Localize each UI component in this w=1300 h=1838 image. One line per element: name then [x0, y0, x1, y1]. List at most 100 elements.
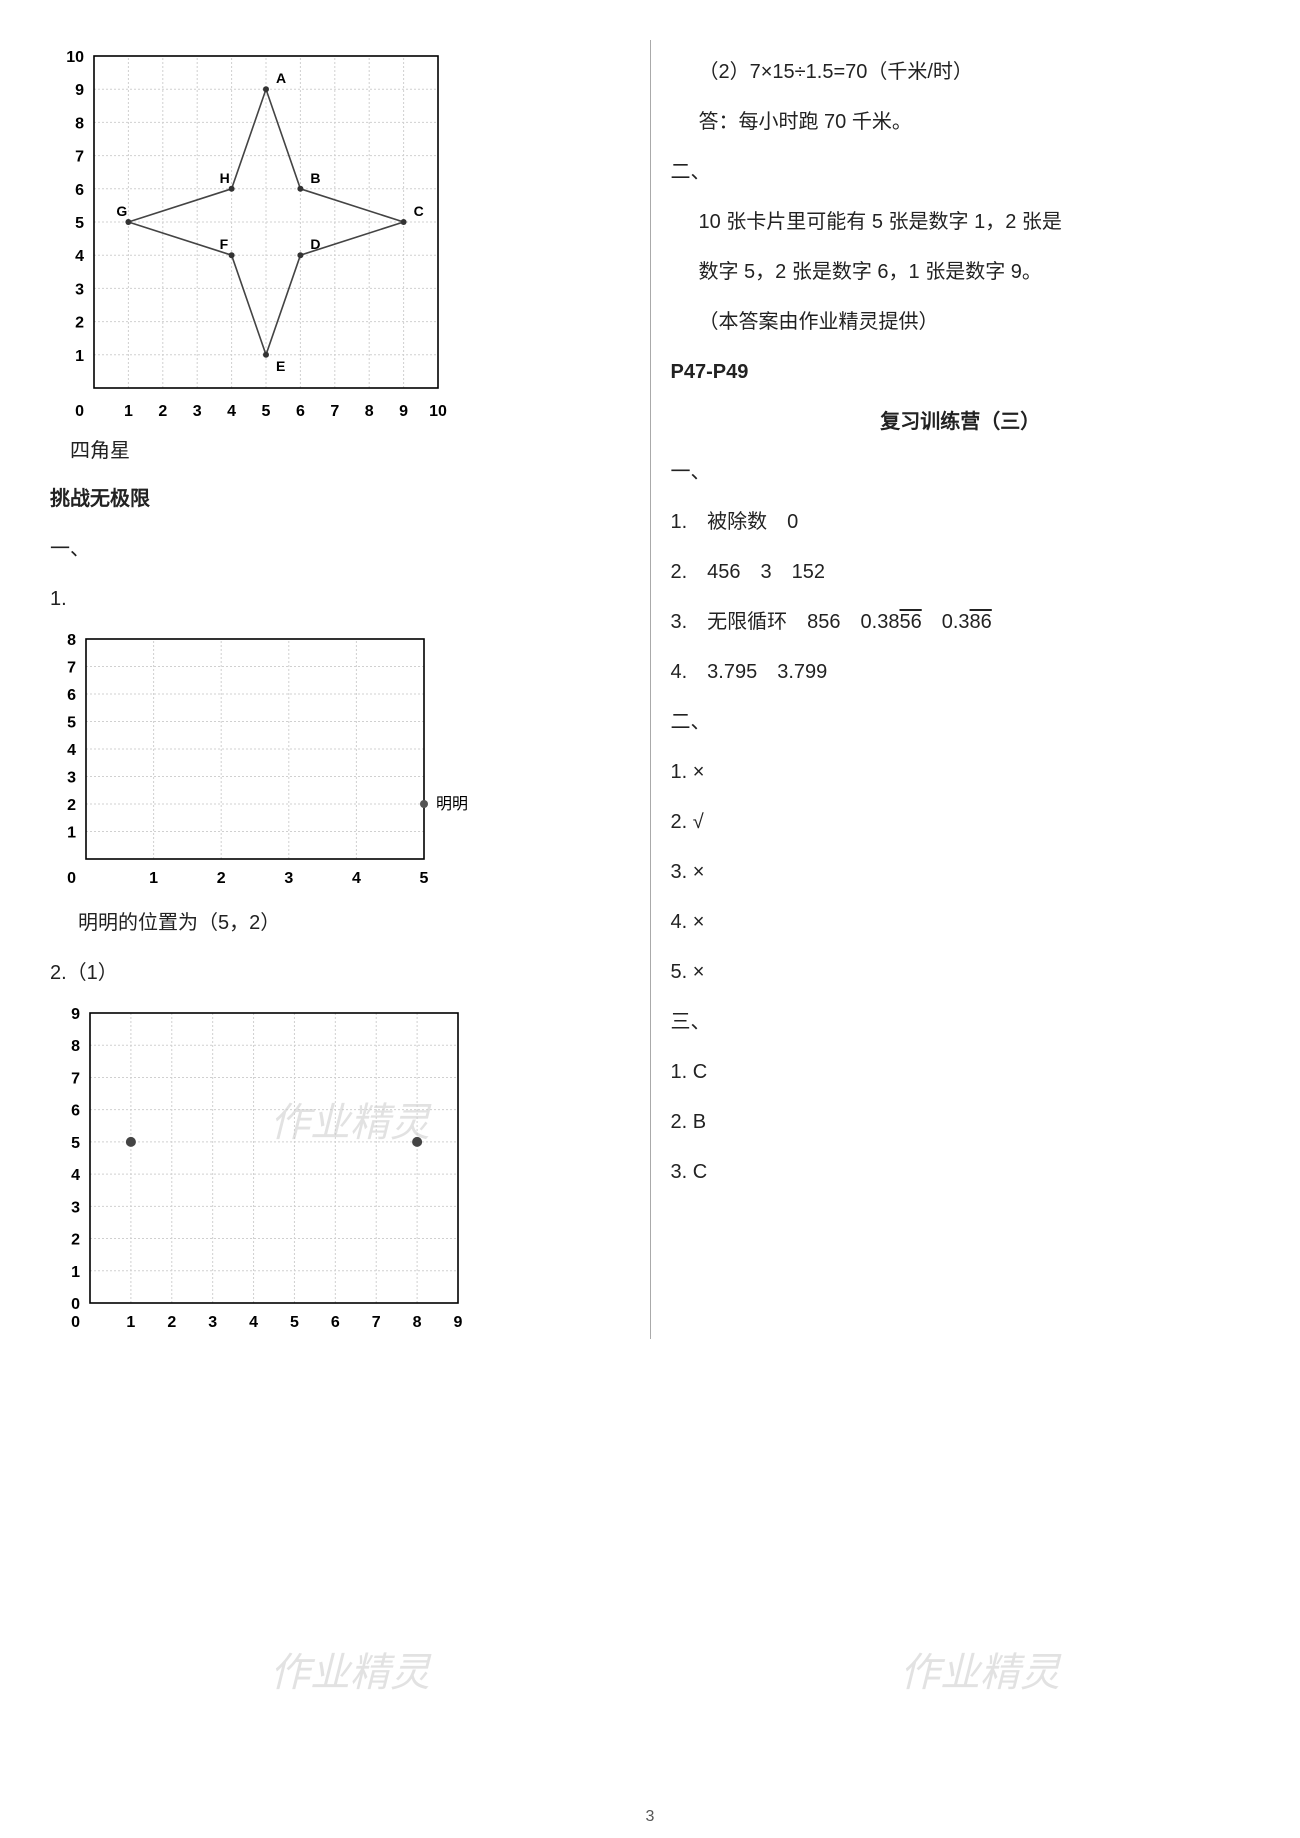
- section-one: 一、: [50, 531, 630, 567]
- chart-star: 12345678910123456789100ABCDEFGH: [50, 44, 630, 424]
- r3-item1: 1. C: [671, 1054, 1251, 1090]
- svg-text:4: 4: [227, 403, 236, 420]
- r2-item3: 3. ×: [671, 854, 1251, 890]
- svg-text:G: G: [116, 203, 127, 219]
- svg-text:5: 5: [290, 1314, 299, 1331]
- svg-text:B: B: [310, 170, 320, 186]
- review-title: 复习训练营（三）: [671, 404, 1251, 440]
- chart-mingming: 1 2 3 4 5 1 2 3 4 5 6 7 8 0 明明: [50, 631, 630, 891]
- svg-text:3: 3: [193, 403, 202, 420]
- svg-text:10: 10: [66, 49, 84, 66]
- svg-text:D: D: [310, 236, 320, 252]
- cards-line2: 数字 5，2 张是数字 6，1 张是数字 9。: [671, 254, 1251, 290]
- svg-text:6: 6: [75, 182, 84, 199]
- answer-2-text: 答：每小时跑 70 千米。: [671, 104, 1251, 140]
- svg-text:1: 1: [149, 870, 158, 887]
- svg-text:3: 3: [71, 1199, 80, 1216]
- svg-text:0: 0: [71, 1296, 80, 1313]
- svg-text:6: 6: [331, 1314, 340, 1331]
- svg-text:5: 5: [71, 1135, 80, 1152]
- watermark-2: 作业精灵: [270, 1640, 430, 1698]
- r-section-2: 二、: [671, 704, 1251, 740]
- svg-text:9: 9: [454, 1314, 463, 1331]
- svg-text:8: 8: [413, 1314, 422, 1331]
- svg-text:8: 8: [75, 115, 84, 132]
- page-number: 3: [646, 1808, 655, 1826]
- svg-text:2: 2: [167, 1314, 176, 1331]
- page-ref: P47-P49: [671, 354, 1251, 390]
- svg-text:1: 1: [126, 1314, 135, 1331]
- svg-text:2: 2: [67, 797, 76, 814]
- svg-text:明明: 明明: [436, 796, 468, 813]
- cards-line1: 10 张卡片里可能有 5 张是数字 1，2 张是: [671, 204, 1251, 240]
- svg-text:4: 4: [75, 248, 84, 265]
- svg-text:8: 8: [365, 403, 374, 420]
- svg-text:6: 6: [67, 687, 76, 704]
- svg-text:A: A: [276, 70, 286, 86]
- svg-text:1: 1: [124, 403, 133, 420]
- r-section-1: 一、: [671, 454, 1251, 490]
- section-two: 二、: [671, 154, 1251, 190]
- svg-text:C: C: [414, 203, 424, 219]
- svg-text:4: 4: [67, 742, 76, 759]
- svg-text:1: 1: [75, 348, 84, 365]
- svg-text:E: E: [276, 358, 285, 374]
- chart-two-dots: 12345678901234567890: [50, 1005, 630, 1335]
- svg-text:3: 3: [67, 770, 76, 787]
- svg-text:1: 1: [67, 825, 76, 842]
- svg-text:4: 4: [352, 870, 361, 887]
- r1-3-b: 56: [899, 611, 921, 633]
- svg-text:9: 9: [399, 403, 408, 420]
- r1-3-a: 3. 无限循环 856 0.38: [671, 611, 900, 633]
- svg-text:6: 6: [71, 1103, 80, 1120]
- r1-3-c: 0.3: [922, 611, 970, 633]
- r1-item3: 3. 无限循环 856 0.3856 0.386: [671, 604, 1251, 640]
- r1-item2: 2. 456 3 152: [671, 554, 1251, 590]
- r2-item1: 1. ×: [671, 754, 1251, 790]
- svg-text:3: 3: [75, 281, 84, 298]
- svg-text:4: 4: [249, 1314, 258, 1331]
- answer-2-calc: （2）7×15÷1.5=70（千米/时）: [671, 54, 1251, 90]
- svg-text:2: 2: [217, 870, 226, 887]
- svg-text:5: 5: [67, 715, 76, 732]
- r1-item4: 4. 3.795 3.799: [671, 654, 1251, 690]
- svg-text:0: 0: [75, 403, 84, 420]
- caption-mingming: 明明的位置为（5，2）: [50, 905, 630, 941]
- svg-text:3: 3: [284, 870, 293, 887]
- svg-text:4: 4: [71, 1167, 80, 1184]
- r-section-3: 三、: [671, 1004, 1251, 1040]
- svg-text:9: 9: [71, 1006, 80, 1023]
- r3-item3: 3. C: [671, 1154, 1251, 1190]
- r1-3-d: 86: [970, 611, 992, 633]
- heading-challenge: 挑战无极限: [50, 481, 630, 517]
- svg-text:7: 7: [71, 1070, 80, 1087]
- watermark-3: 作业精灵: [900, 1640, 1060, 1698]
- svg-text:3: 3: [208, 1314, 217, 1331]
- svg-text:2: 2: [75, 315, 84, 332]
- credit-line: （本答案由作业精灵提供）: [671, 304, 1251, 340]
- svg-text:7: 7: [372, 1314, 381, 1331]
- caption-star: 四角星: [70, 434, 630, 463]
- svg-text:H: H: [220, 170, 230, 186]
- svg-text:F: F: [220, 236, 229, 252]
- svg-text:7: 7: [67, 660, 76, 677]
- svg-text:5: 5: [262, 403, 271, 420]
- left-column: 12345678910123456789100ABCDEFGH 四角星 挑战无极…: [30, 40, 651, 1339]
- r2-item2: 2. √: [671, 804, 1251, 840]
- svg-text:8: 8: [71, 1038, 80, 1055]
- r2-item5: 5. ×: [671, 954, 1251, 990]
- item-2: 2.（1）: [50, 955, 630, 991]
- svg-text:10: 10: [429, 403, 447, 420]
- page-container: 12345678910123456789100ABCDEFGH 四角星 挑战无极…: [0, 0, 1300, 1379]
- svg-text:5: 5: [75, 215, 84, 232]
- svg-text:0: 0: [67, 870, 76, 887]
- svg-text:9: 9: [75, 82, 84, 99]
- item-1: 1.: [50, 581, 630, 617]
- svg-text:1: 1: [71, 1264, 80, 1281]
- svg-text:8: 8: [67, 632, 76, 649]
- r3-item2: 2. B: [671, 1104, 1251, 1140]
- svg-text:6: 6: [296, 403, 305, 420]
- svg-text:2: 2: [71, 1232, 80, 1249]
- r2-item4: 4. ×: [671, 904, 1251, 940]
- svg-text:5: 5: [420, 870, 429, 887]
